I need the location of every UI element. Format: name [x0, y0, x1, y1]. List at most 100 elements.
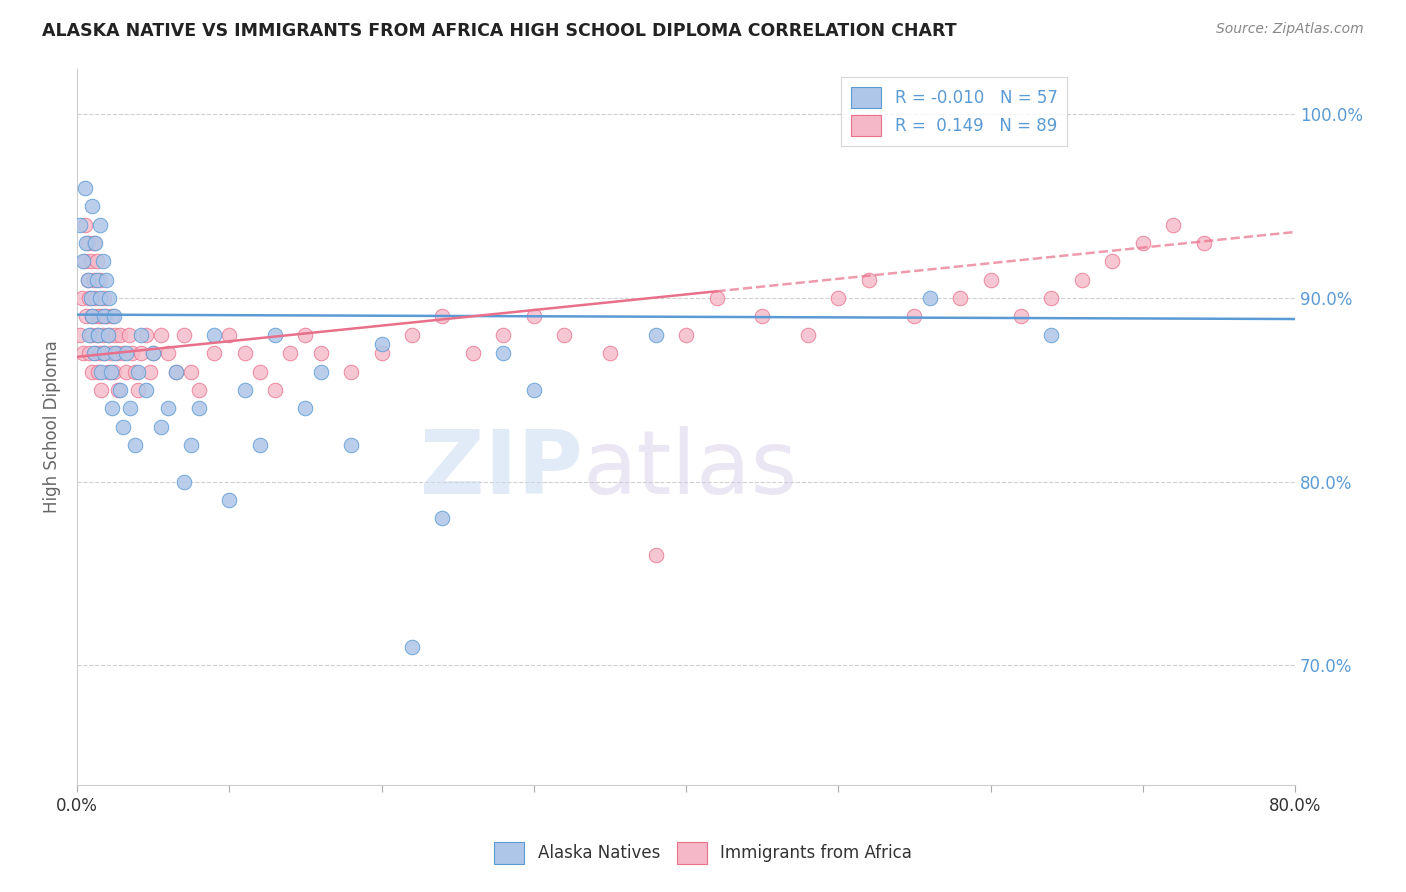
Point — [90, 365, 112, 379]
Point — [903, 310, 925, 324]
Point — [127, 365, 149, 379]
Point — [492, 327, 515, 342]
Point — [91, 254, 114, 268]
Point — [86, 327, 108, 342]
Point — [75, 310, 97, 324]
Point — [111, 346, 134, 360]
Point — [76, 235, 98, 250]
Point — [523, 383, 546, 397]
Point — [1192, 235, 1215, 250]
Point — [118, 327, 141, 342]
Point — [233, 383, 256, 397]
Point — [80, 291, 103, 305]
Point — [82, 199, 104, 213]
Point — [135, 383, 157, 397]
Point — [340, 365, 363, 379]
Point — [77, 346, 100, 360]
Point — [93, 346, 115, 360]
Text: Source: ZipAtlas.com: Source: ZipAtlas.com — [1216, 22, 1364, 37]
Point — [108, 383, 131, 397]
Point — [77, 291, 100, 305]
Point — [84, 346, 107, 360]
Point — [149, 419, 172, 434]
Point — [114, 365, 136, 379]
Point — [101, 310, 124, 324]
Point — [949, 291, 972, 305]
Text: ZIP: ZIP — [420, 426, 582, 513]
Point — [149, 327, 172, 342]
Point — [264, 327, 287, 342]
Point — [218, 327, 240, 342]
Point — [103, 365, 125, 379]
Point — [135, 327, 157, 342]
Point — [114, 346, 136, 360]
Point — [278, 346, 301, 360]
Point — [87, 310, 110, 324]
Point — [86, 254, 108, 268]
Point — [98, 327, 121, 342]
Point — [69, 218, 91, 232]
Point — [76, 273, 98, 287]
Point — [187, 383, 209, 397]
Point — [157, 346, 180, 360]
Point — [70, 291, 93, 305]
Point — [73, 181, 96, 195]
Point — [89, 346, 111, 360]
Point — [1010, 310, 1032, 324]
Point — [432, 310, 454, 324]
Point — [599, 346, 621, 360]
Point — [918, 291, 941, 305]
Text: ALASKA NATIVE VS IMMIGRANTS FROM AFRICA HIGH SCHOOL DIPLOMA CORRELATION CHART: ALASKA NATIVE VS IMMIGRANTS FROM AFRICA … — [42, 22, 957, 40]
Point — [82, 365, 104, 379]
Point — [233, 346, 256, 360]
Point — [121, 346, 143, 360]
Point — [93, 310, 115, 324]
Point — [173, 475, 195, 489]
Point — [309, 365, 332, 379]
Point — [1040, 327, 1063, 342]
Point — [105, 346, 128, 360]
Point — [797, 327, 820, 342]
Point — [180, 365, 202, 379]
Point — [553, 327, 575, 342]
Y-axis label: High School Diploma: High School Diploma — [44, 340, 60, 513]
Point — [111, 419, 134, 434]
Point — [82, 310, 104, 324]
Point — [77, 327, 100, 342]
Point — [173, 327, 195, 342]
Point — [187, 401, 209, 416]
Point — [827, 291, 849, 305]
Point — [1040, 291, 1063, 305]
Point — [165, 365, 187, 379]
Point — [129, 327, 152, 342]
Point — [96, 327, 118, 342]
Point — [100, 346, 122, 360]
Point — [89, 273, 111, 287]
Point — [84, 291, 107, 305]
Point — [858, 273, 880, 287]
Point — [142, 346, 165, 360]
Point — [103, 310, 125, 324]
Point — [751, 310, 773, 324]
Point — [89, 291, 111, 305]
Point — [1132, 235, 1154, 250]
Legend: Alaska Natives, Immigrants from Africa: Alaska Natives, Immigrants from Africa — [488, 836, 918, 871]
Point — [72, 346, 94, 360]
Point — [100, 365, 122, 379]
Point — [370, 346, 392, 360]
Point — [104, 327, 127, 342]
Point — [644, 327, 666, 342]
Point — [218, 493, 240, 508]
Point — [72, 254, 94, 268]
Point — [157, 401, 180, 416]
Point — [523, 310, 546, 324]
Point — [80, 254, 103, 268]
Point — [91, 327, 114, 342]
Point — [202, 346, 225, 360]
Point — [76, 273, 98, 287]
Point — [83, 346, 105, 360]
Point — [93, 346, 115, 360]
Point — [249, 365, 271, 379]
Point — [142, 346, 165, 360]
Point — [80, 327, 103, 342]
